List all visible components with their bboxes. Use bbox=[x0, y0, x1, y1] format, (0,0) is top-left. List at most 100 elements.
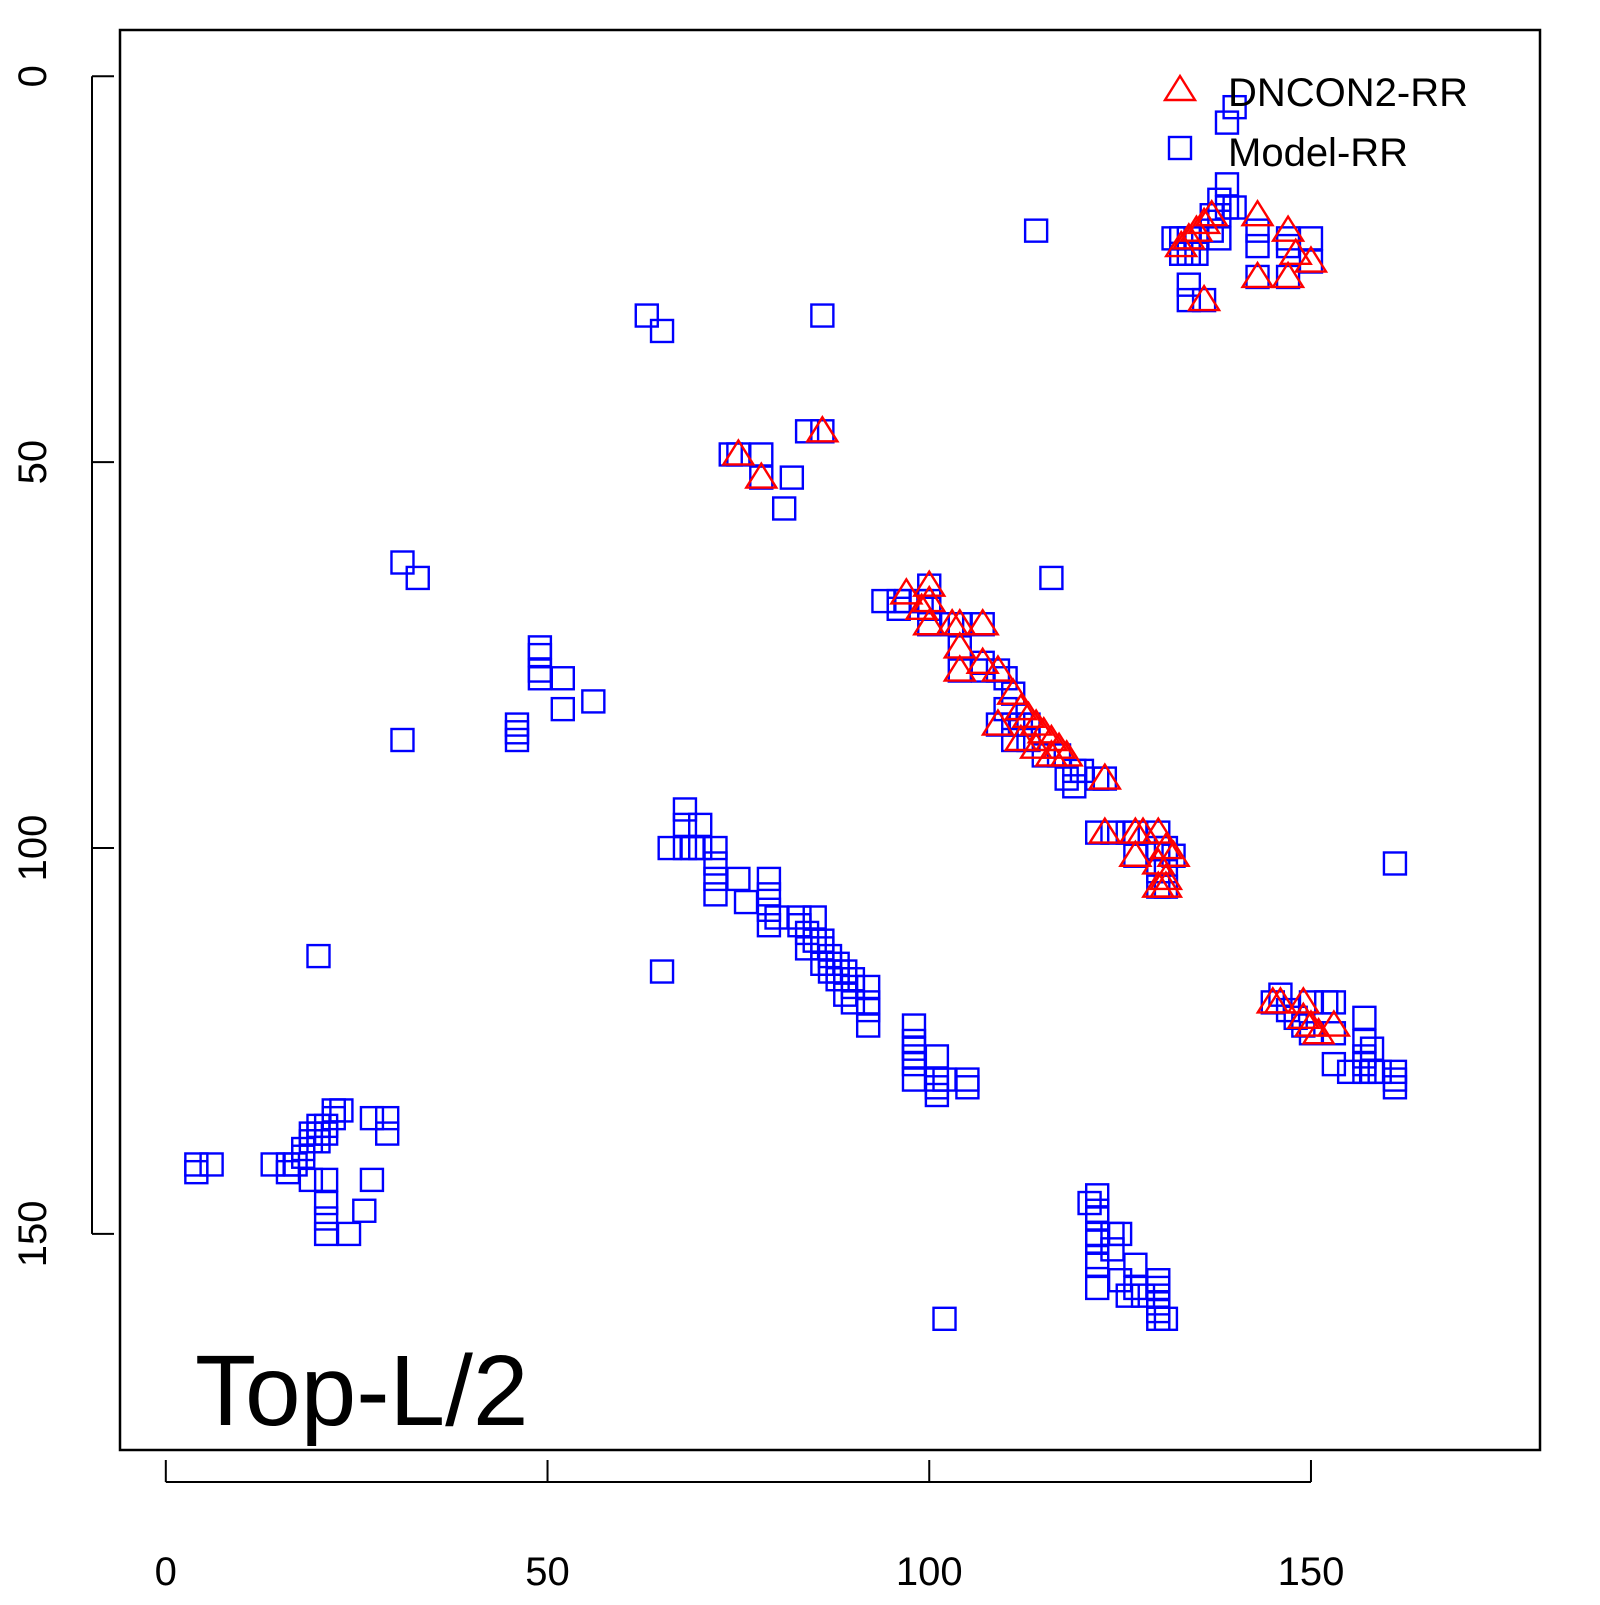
model-rr-point bbox=[1352, 1051, 1377, 1077]
model-rr-point bbox=[771, 496, 797, 521]
model-rr-point bbox=[275, 1159, 301, 1185]
model-rr-point bbox=[1107, 1221, 1133, 1247]
model-rr-point bbox=[306, 943, 331, 969]
dncon2-rr-point bbox=[1087, 762, 1123, 790]
model-rr-point bbox=[794, 920, 820, 946]
dncon2-rr-point bbox=[996, 677, 1031, 705]
model-rr-point bbox=[703, 866, 728, 892]
model-rr-point bbox=[1146, 1283, 1171, 1308]
model-rr-point bbox=[1146, 1298, 1171, 1324]
model-rr-point bbox=[375, 1105, 400, 1131]
model-rr-point bbox=[794, 936, 820, 961]
legend-dncon2-marker bbox=[1162, 73, 1198, 102]
dncon2-rr-point bbox=[1240, 260, 1275, 289]
model-rr-point bbox=[390, 550, 415, 575]
model-rr-point bbox=[1359, 1036, 1385, 1061]
model-rr-point bbox=[352, 1198, 377, 1223]
model-rr-point bbox=[1085, 1244, 1110, 1270]
dncon2-rr-point bbox=[1118, 839, 1153, 867]
model-rr-point bbox=[1054, 766, 1079, 791]
model-rr-point bbox=[840, 990, 866, 1015]
model-rr-point bbox=[810, 951, 835, 977]
model-rr-point bbox=[1382, 1059, 1408, 1085]
dncon2-rr-point bbox=[1286, 1001, 1321, 1030]
model-rr-point bbox=[581, 689, 606, 714]
model-rr-point bbox=[825, 959, 850, 984]
model-rr-point bbox=[184, 1159, 209, 1185]
model-rr-point bbox=[1085, 1206, 1110, 1231]
legend-model-label: Model-RR bbox=[1228, 131, 1408, 175]
dncon2-rr-point bbox=[1263, 986, 1298, 1014]
model-rr-point bbox=[1214, 110, 1240, 135]
model-rr-point bbox=[550, 666, 575, 691]
model-rr-point bbox=[901, 1044, 927, 1069]
model-rr-point bbox=[779, 465, 805, 490]
model-rr-point bbox=[336, 1221, 362, 1247]
model-rr-point bbox=[1336, 1059, 1362, 1085]
model-rr-point bbox=[1085, 1275, 1110, 1301]
model-rr-point bbox=[313, 1190, 339, 1216]
model-rr-point bbox=[1085, 1221, 1110, 1247]
dncon2-rr-point bbox=[912, 607, 947, 636]
model-rr-point bbox=[649, 959, 675, 984]
dncon2-rr-point bbox=[1148, 862, 1184, 891]
model-rr-point bbox=[756, 882, 782, 907]
x-axis: 0 50 100 150 bbox=[155, 1460, 1345, 1594]
model-rr-point bbox=[817, 959, 843, 984]
model-rr-point bbox=[329, 1098, 354, 1123]
model-rr-point bbox=[504, 720, 530, 745]
model-rr-point bbox=[1146, 1291, 1171, 1316]
model-rr-point bbox=[306, 1113, 331, 1139]
dncon2-rr-point bbox=[965, 646, 1000, 675]
model-rr-point bbox=[924, 1067, 950, 1092]
dncon2-rr-point bbox=[1240, 198, 1275, 227]
dncon2-rr-point bbox=[1164, 229, 1199, 258]
x-tick-label: 150 bbox=[1278, 1550, 1345, 1594]
dncon2-rr-point bbox=[1041, 731, 1077, 759]
model-rr-point bbox=[359, 1105, 385, 1131]
x-tick-label: 50 bbox=[525, 1550, 570, 1594]
model-rr-point bbox=[1077, 1190, 1102, 1216]
dncon2-rr-point bbox=[1018, 731, 1054, 759]
dncon2-rr-point bbox=[1270, 260, 1306, 289]
model-rr-point bbox=[1123, 1252, 1148, 1277]
model-rr-point bbox=[298, 1121, 324, 1146]
model-rr-point bbox=[901, 1013, 927, 1038]
dncon2-rr-point bbox=[1034, 723, 1069, 752]
model-rr-point bbox=[855, 1013, 881, 1038]
model-rr-point bbox=[1115, 1283, 1140, 1308]
dncon2-rr-point bbox=[912, 569, 947, 597]
model-rr-point bbox=[672, 812, 698, 838]
model-rr-point bbox=[825, 951, 850, 977]
model-rr-point bbox=[672, 797, 698, 822]
model-rr-point bbox=[871, 588, 896, 614]
dncon2-rr-point bbox=[1087, 816, 1123, 844]
dncon2-rr-point bbox=[1301, 1016, 1336, 1045]
model-rr-point bbox=[688, 812, 713, 838]
dncon2-rr-point bbox=[1141, 816, 1176, 844]
model-rr-point bbox=[306, 1129, 331, 1154]
dncon2-rr-point bbox=[805, 415, 840, 443]
model-rr-point bbox=[1367, 1059, 1392, 1085]
model-rr-point bbox=[527, 666, 553, 691]
model-rr-point bbox=[1382, 851, 1408, 876]
model-rr-point bbox=[825, 967, 850, 992]
model-rr-point bbox=[733, 889, 759, 915]
dncon2-rr-point bbox=[1003, 723, 1039, 752]
dncon2-rr-point bbox=[980, 708, 1016, 736]
y-tick-label: 50 bbox=[11, 440, 55, 485]
dncon2-rr-point bbox=[1316, 1009, 1352, 1037]
model-rr-point bbox=[1222, 195, 1247, 220]
model-rr-point bbox=[298, 1129, 324, 1154]
model-rr-point bbox=[901, 1036, 927, 1061]
model-rr-point bbox=[1382, 1067, 1408, 1092]
model-rr-point bbox=[649, 318, 675, 344]
model-rr-point bbox=[703, 851, 728, 876]
model-rr-point bbox=[1382, 1075, 1408, 1100]
model-rr-point bbox=[932, 1306, 957, 1332]
dncon2-rr-point bbox=[1011, 700, 1046, 729]
model-rr-point bbox=[291, 1136, 316, 1162]
model-rr-point bbox=[1321, 1051, 1347, 1077]
model-rr-point bbox=[1085, 1183, 1110, 1208]
